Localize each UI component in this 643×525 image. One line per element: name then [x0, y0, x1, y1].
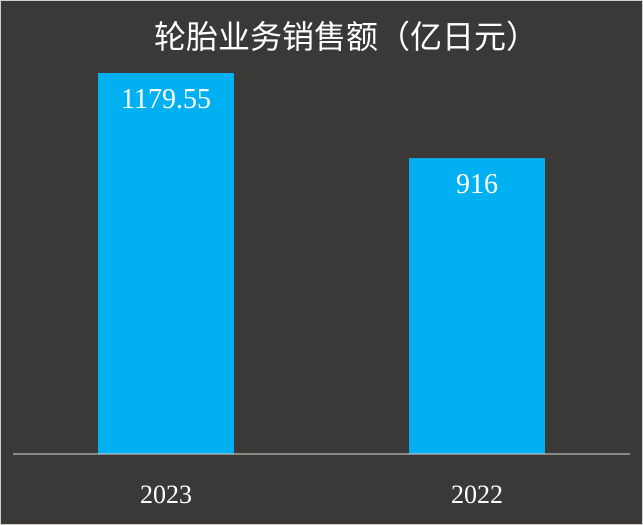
x-tick-labels-layer: 2023 2022 — [140, 480, 503, 509]
x-tick-label-2023: 2023 — [140, 480, 192, 509]
bar-2023 — [98, 73, 234, 454]
value-labels-layer: 1179.55 916 — [121, 84, 498, 200]
bars-layer — [98, 73, 545, 454]
chart-title: 轮胎业务销售额（亿日元） — [154, 18, 538, 56]
bar-2022 — [409, 158, 545, 454]
value-label-2022: 916 — [456, 169, 498, 200]
value-label-2023: 1179.55 — [121, 84, 211, 115]
x-tick-label-2022: 2022 — [451, 480, 503, 509]
